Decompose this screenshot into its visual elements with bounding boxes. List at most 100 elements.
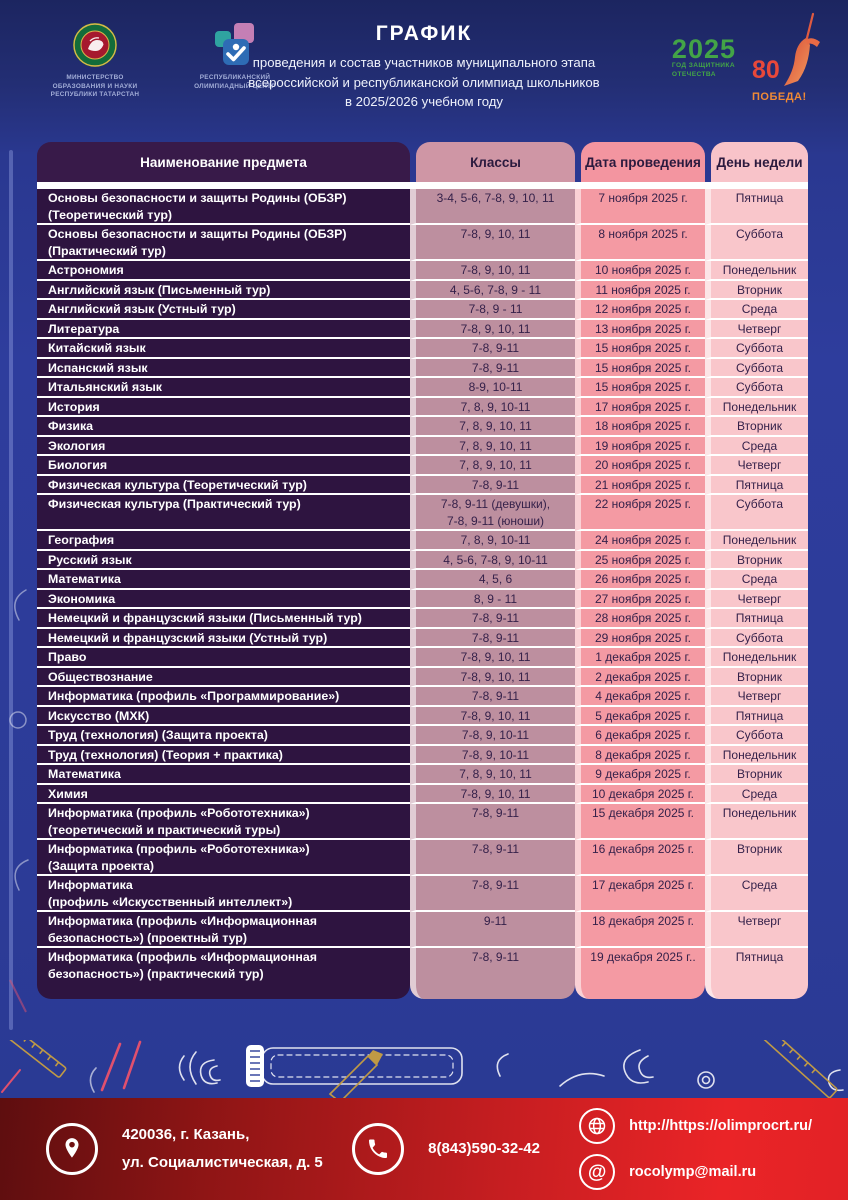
table-cell-day: Пятница xyxy=(705,475,808,495)
table-cell-classes: 8, 9 - 11 xyxy=(410,589,575,609)
title-block: ГРАФИК проведения и состав участников му… xyxy=(214,22,634,112)
table-cell-classes: 7-8, 9, 10-11 xyxy=(410,745,575,765)
table-cell-date: 13 ноября 2025 г. xyxy=(575,319,705,339)
at-icon: @ xyxy=(579,1154,616,1190)
table-cell-classes: 4, 5, 6 xyxy=(410,570,575,590)
table-cell-date: 11 ноября 2025 г. xyxy=(575,280,705,300)
table-cell-day: Четверг xyxy=(705,319,808,339)
table-cell-day: Понедельник xyxy=(705,648,808,668)
table-cell-day: Понедельник xyxy=(705,745,808,765)
table-cell-classes: 7-8, 9-11 (девушки), 7-8, 9-11 (юноши) xyxy=(410,495,575,531)
table-cell-classes: 7-8, 9, 10, 11 xyxy=(410,706,575,726)
column-header-subject: Наименование предмета xyxy=(37,142,410,182)
table-cell-day: Понедельник xyxy=(705,804,808,840)
table-cell-subject: Физика xyxy=(37,417,410,437)
doodle-art-left xyxy=(9,589,29,1013)
table-cell-day: Пятница xyxy=(705,706,808,726)
table-cell-subject: Труд (технология) (Теория + практика) xyxy=(37,745,410,765)
victory-80-label: ПОБЕДА! xyxy=(752,91,807,103)
table-cell-day: Вторник xyxy=(705,417,808,437)
table-cell-subject: Основы безопасности и защиты Родины (ОБЗ… xyxy=(37,189,410,225)
table-cell-date: 7 ноября 2025 г. xyxy=(575,189,705,225)
table-cell-day: Суббота xyxy=(705,358,808,378)
table-cell-day: Суббота xyxy=(705,628,808,648)
table-cell-date: 26 ноября 2025 г. xyxy=(575,570,705,590)
table-cell-classes: 8-9, 10-11 xyxy=(410,378,575,398)
table-cell-classes: 7, 8, 9, 10, 11 xyxy=(410,456,575,476)
table-cell-date: 27 ноября 2025 г. xyxy=(575,589,705,609)
table-cell-date: 10 декабря 2025 г. xyxy=(575,784,705,804)
table-cell-subject: Информатика (профиль «Искусственный инте… xyxy=(37,876,410,912)
table-cell-classes: 3-4, 5-6, 7-8, 9, 10, 11 xyxy=(410,189,575,225)
table-cell-classes: 7-8, 9 - 11 xyxy=(410,300,575,320)
table-cell-date: 17 декабря 2025 г. xyxy=(575,876,705,912)
table-cell-day: Пятница xyxy=(705,948,808,999)
table-cell-date: 4 декабря 2025 г. xyxy=(575,687,705,707)
year-2025-number: 2025 xyxy=(671,34,736,64)
website-text: http://https://olimprocrt.ru/ xyxy=(629,1118,812,1134)
column-header-day: День недели xyxy=(711,142,808,182)
table-cell-date: 15 ноября 2025 г. xyxy=(575,378,705,398)
table-cell-day: Среда xyxy=(705,570,808,590)
poster-header: МИНИСТЕРСТВО ОБРАЗОВАНИЯ И НАУКИ РЕСПУБЛ… xyxy=(0,0,848,134)
table-cell-classes: 7, 8, 9, 10, 11 xyxy=(410,765,575,785)
table-cell-date: 10 ноября 2025 г. xyxy=(575,261,705,281)
table-cell-classes: 4, 5-6, 7-8, 9, 10-11 xyxy=(410,550,575,570)
table-cell-day: Суббота xyxy=(705,495,808,531)
phone-icon xyxy=(352,1123,405,1175)
table-cell-classes: 7-8, 9-11 xyxy=(410,876,575,912)
table-cell-classes: 7, 8, 9, 10-11 xyxy=(410,531,575,551)
table-cell-date: 8 декабря 2025 г. xyxy=(575,745,705,765)
table-cell-subject: Право xyxy=(37,648,410,668)
email-row: @ rocolymp@mail.ru xyxy=(579,1154,812,1190)
table-cell-classes: 7-8, 9, 10, 11 xyxy=(410,784,575,804)
table-cell-day: Четверг xyxy=(705,456,808,476)
table-cell-date: 15 декабря 2025 г. xyxy=(575,804,705,840)
table-cell-day: Пятница xyxy=(705,609,808,629)
table-cell-classes: 7, 8, 9, 10, 11 xyxy=(410,417,575,437)
table-cell-classes: 7-8, 9-11 xyxy=(410,687,575,707)
table-cell-date: 18 декабря 2025 г. xyxy=(575,912,705,948)
table-cell-day: Суббота xyxy=(705,378,808,398)
table-cell-day: Понедельник xyxy=(705,531,808,551)
schedule-table: Наименование предмета Классы Дата провед… xyxy=(37,142,808,999)
table-cell-subject: Итальянский язык xyxy=(37,378,410,398)
web-group: http://https://olimprocrt.ru/ @ rocolymp… xyxy=(579,1108,812,1190)
table-cell-subject: Китайский язык xyxy=(37,339,410,359)
table-cell-classes: 7-8, 9-11 xyxy=(410,948,575,999)
table-cell-subject: Искусство (МХК) xyxy=(37,706,410,726)
location-pin-icon xyxy=(46,1123,98,1175)
table-cell-subject: Математика xyxy=(37,765,410,785)
globe-icon xyxy=(579,1108,616,1144)
table-cell-day: Суббота xyxy=(705,339,808,359)
table-cell-date: 24 ноября 2025 г. xyxy=(575,531,705,551)
olympiad-center-icon xyxy=(215,23,254,65)
table-cell-date: 2 декабря 2025 г. xyxy=(575,667,705,687)
table-cell-classes: 9-11 xyxy=(410,912,575,948)
table-cell-subject: Труд (технология) (Защита проекта) xyxy=(37,726,410,746)
table-cell-subject: Физическая культура (Практический тур) xyxy=(37,495,410,531)
table-cell-subject: Литература xyxy=(37,319,410,339)
table-cell-date: 1 декабря 2025 г. xyxy=(575,648,705,668)
table-cell-subject: Немецкий и французский языки (Устный тур… xyxy=(37,628,410,648)
phone-text: 8(843)590-32-42 xyxy=(428,1140,540,1157)
header-separator-band xyxy=(37,182,808,189)
table-cell-subject: Химия xyxy=(37,784,410,804)
table-cell-subject: Информатика (профиль «Робототехника») (З… xyxy=(37,840,410,876)
table-cell-subject: Английский язык (Устный тур) xyxy=(37,300,410,320)
address-text: 420036, г. Казань, ул. Социалистическая,… xyxy=(122,1126,323,1171)
ministry-logo-caption: МИНИСТЕРСТВО ОБРАЗОВАНИЯ И НАУКИ РЕСПУБЛ… xyxy=(50,74,140,99)
ministry-emblem-icon xyxy=(73,23,117,67)
doodle-art-bottom xyxy=(0,1040,844,1098)
address-group: 420036, г. Казань, ул. Социалистическая,… xyxy=(46,1121,352,1177)
table-cell-date: 5 декабря 2025 г. xyxy=(575,706,705,726)
table-cell-date: 20 ноября 2025 г. xyxy=(575,456,705,476)
table-cell-day: Среда xyxy=(705,784,808,804)
ministry-logo: МИНИСТЕРСТВО ОБРАЗОВАНИЯ И НАУКИ РЕСПУБЛ… xyxy=(36,22,154,100)
olympiad-center-logo: РЕСПУБЛИКАНСКИЙ ОЛИМПИАДНЫЙ ЦЕНТР xyxy=(176,22,294,100)
table-cell-day: Пятница xyxy=(705,189,808,225)
table-cell-date: 22 ноября 2025 г. xyxy=(575,495,705,531)
column-header-classes: Классы xyxy=(416,142,575,182)
column-header-date: Дата проведения xyxy=(581,142,705,182)
edge-stripe-decoration xyxy=(9,150,13,1030)
